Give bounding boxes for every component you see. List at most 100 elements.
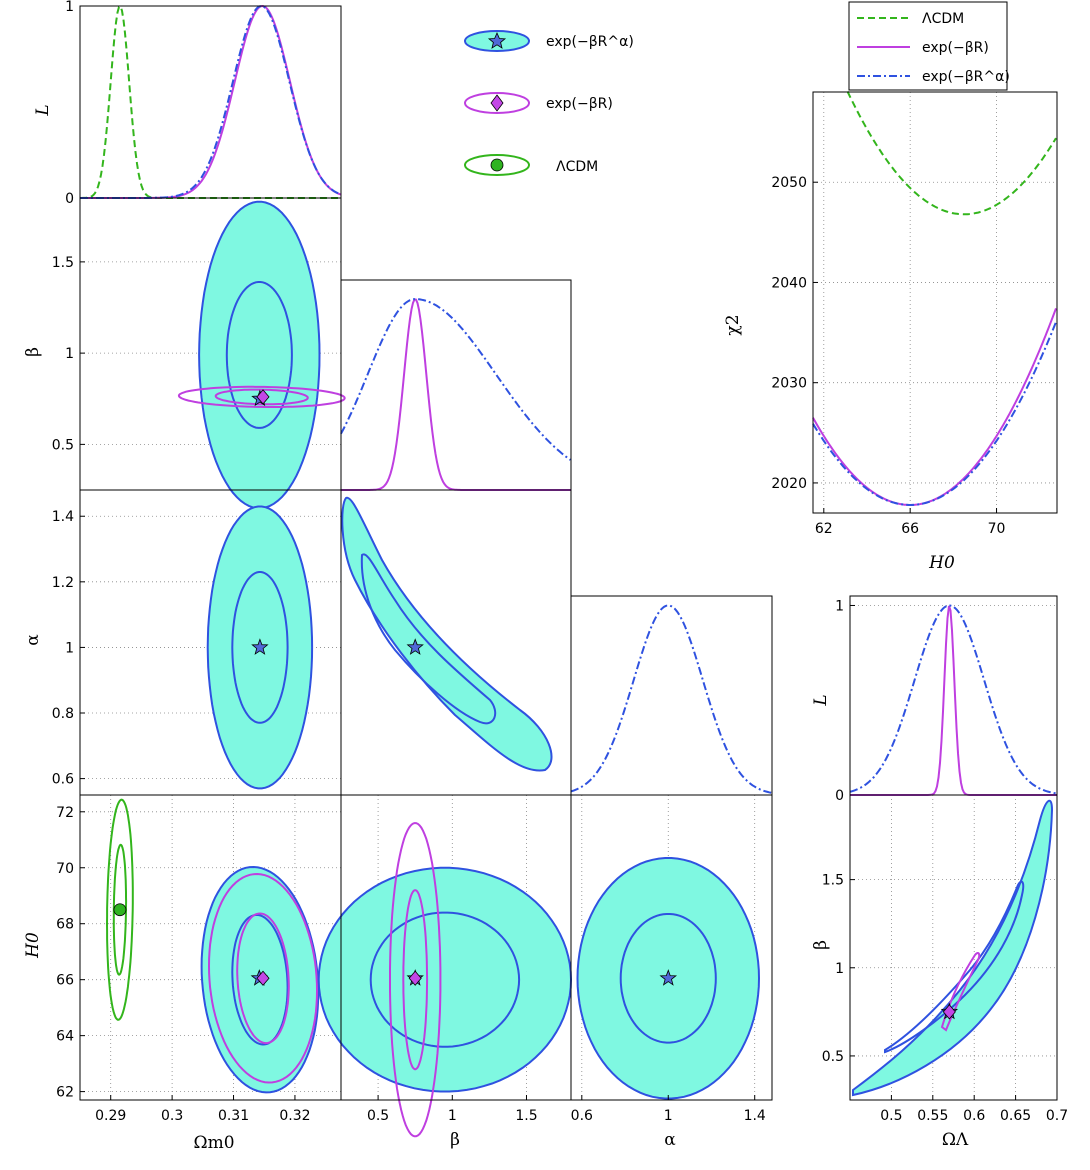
- diamond-marker: [256, 389, 270, 405]
- tick-label-y: 0: [835, 788, 844, 804]
- contour-inner-expBRa: [231, 571, 289, 724]
- xlabel-H0: H0: [928, 553, 955, 573]
- tick-label-y: 1.5: [52, 255, 74, 271]
- marks-layer: [80, 4, 1058, 1138]
- tick-label-y: 2030: [771, 376, 807, 392]
- tick-label-y: 0.5: [52, 437, 74, 453]
- tick-label-y: 1.5: [822, 873, 844, 889]
- contour-outer-expBRa: [317, 866, 573, 1093]
- contour-outer-LCDM: [105, 798, 134, 1021]
- star-marker: [406, 638, 424, 655]
- tick-label-x: 1.4: [744, 1108, 766, 1124]
- ylabel-L-right: L: [811, 694, 831, 706]
- line-legend-label-expBR: exp(−βR): [922, 40, 989, 56]
- tick-label-y: 1: [65, 640, 74, 656]
- tick-label-x: 1.5: [515, 1108, 537, 1124]
- tick-label-y: 0.5: [822, 1049, 844, 1065]
- tick-label-x: 0.7: [1046, 1108, 1068, 1124]
- line-legend: ΛCDM exp(−βR) exp(−βR^α): [848, 1, 1010, 91]
- curve-expBR: [341, 298, 571, 491]
- tick-label-y: 66: [56, 973, 74, 989]
- contour-inner-expBR: [214, 388, 309, 406]
- diamond-marker: [408, 970, 422, 986]
- curve-expBR: [80, 4, 342, 199]
- contour-inner-expBRa: [619, 913, 717, 1044]
- star-marker: [659, 969, 677, 986]
- contour-inner-LCDM: [112, 843, 128, 976]
- legend-diamond-icon: [490, 94, 504, 112]
- line-legend-label-expBRa: exp(−βR^α): [922, 69, 1010, 85]
- contour-inner-expBR: [236, 912, 290, 1045]
- tick-label-x: 66: [901, 521, 919, 537]
- tick-label-y: 0: [65, 191, 74, 207]
- contour-outer-expBRa: [198, 200, 321, 510]
- curve-expBRa: [340, 298, 572, 461]
- curve-LCDM: [846, 90, 1057, 216]
- tick-label-x: 0.6: [571, 1108, 593, 1124]
- frames-layer: [79, 5, 1058, 1101]
- legend-ellipse-expBR: [464, 92, 530, 114]
- panel-frame-beta-L: [340, 279, 572, 491]
- legend-ellipse-LCDM: [464, 154, 530, 176]
- curve-expBR: [850, 605, 1057, 796]
- contour-outer-expBRa: [341, 496, 553, 772]
- legend-circle-icon: [490, 158, 504, 172]
- curve-LCDM: [80, 5, 341, 199]
- panel-frame-alpha-H0: [570, 794, 773, 1101]
- tick-label-x: 1: [448, 1108, 457, 1124]
- ylabel-beta: β: [23, 347, 43, 357]
- tick-label-x: 0.32: [279, 1108, 310, 1124]
- tick-label-x: 0.6: [963, 1108, 985, 1124]
- tick-label-y: 64: [56, 1029, 74, 1045]
- xlabel-alpha: α: [664, 1130, 676, 1150]
- star-marker: [251, 638, 269, 655]
- tick-label-y: 0.8: [52, 706, 74, 722]
- panel-frame-OL-L: [849, 595, 1058, 796]
- tick-label-x: 1: [664, 1108, 673, 1124]
- curve-expBRa: [570, 604, 773, 794]
- contour-outer-expBR: [177, 385, 346, 408]
- tick-label-y: 0.6: [52, 772, 74, 788]
- tick-label-x: 0.65: [1000, 1108, 1031, 1124]
- ylabel-alpha: α: [23, 634, 43, 646]
- tick-label-y: 1.2: [52, 575, 74, 591]
- legend-label-expBRa: exp(−βR^α): [546, 34, 634, 50]
- xlabel-Om: Ωm0: [193, 1133, 234, 1153]
- ylabel-H0: H0: [23, 932, 43, 959]
- tick-label-x: 0.3: [161, 1108, 183, 1124]
- panel-frame-Om-L: [79, 5, 342, 199]
- tick-label-y: 1: [835, 598, 844, 614]
- curve-expBRa: [80, 4, 342, 199]
- contour-inner-expBRa: [360, 553, 497, 725]
- tick-label-y: 70: [56, 861, 74, 877]
- panel-frame-alpha-L: [570, 595, 773, 796]
- legend-label-expBR: exp(−βR): [546, 96, 613, 112]
- xlabel-OL: ΩΛ: [942, 1130, 969, 1150]
- tick-label-y: 1.4: [52, 509, 74, 525]
- tick-label-y: 1: [65, 346, 74, 362]
- tick-label-y: 2050: [771, 175, 807, 191]
- diamond-marker: [942, 1004, 956, 1020]
- curve-expBRa: [849, 604, 1058, 795]
- ticks-layer: 0 1 0.5 1 1.5 0.6 0.8 1 1.2 1.4 0.29 0.3 0.31 0.32 62 6…: [52, 0, 1068, 1124]
- tick-label-x: 0.5: [880, 1108, 902, 1124]
- tick-label-x: 0.55: [917, 1108, 948, 1124]
- contour-inner-expBRa: [225, 281, 293, 429]
- circle-marker: [113, 903, 127, 917]
- contour-outer-expBR: [207, 872, 319, 1084]
- tick-label-y: 2040: [771, 275, 807, 291]
- tick-label-y: 68: [56, 917, 74, 933]
- tick-label-y: 62: [56, 1085, 74, 1101]
- contour-outer-expBR: [389, 822, 442, 1138]
- panel-frame-H0-chi2: [812, 91, 1058, 514]
- tick-label-x: 0.5: [367, 1108, 389, 1124]
- contour-inner-expBR: [402, 889, 429, 1071]
- tick-label-x: 70: [988, 521, 1006, 537]
- contour-inner-expBRa: [369, 911, 521, 1048]
- panel-frame-OL-beta: [849, 794, 1058, 1101]
- tick-label-y: 1: [65, 0, 74, 15]
- tick-label-y: 72: [56, 805, 74, 821]
- marker-legend: exp(−βR^α) exp(−βR) ΛCDM: [464, 30, 634, 176]
- contour-expBR: [940, 952, 981, 1032]
- legend-star-icon: [487, 31, 507, 49]
